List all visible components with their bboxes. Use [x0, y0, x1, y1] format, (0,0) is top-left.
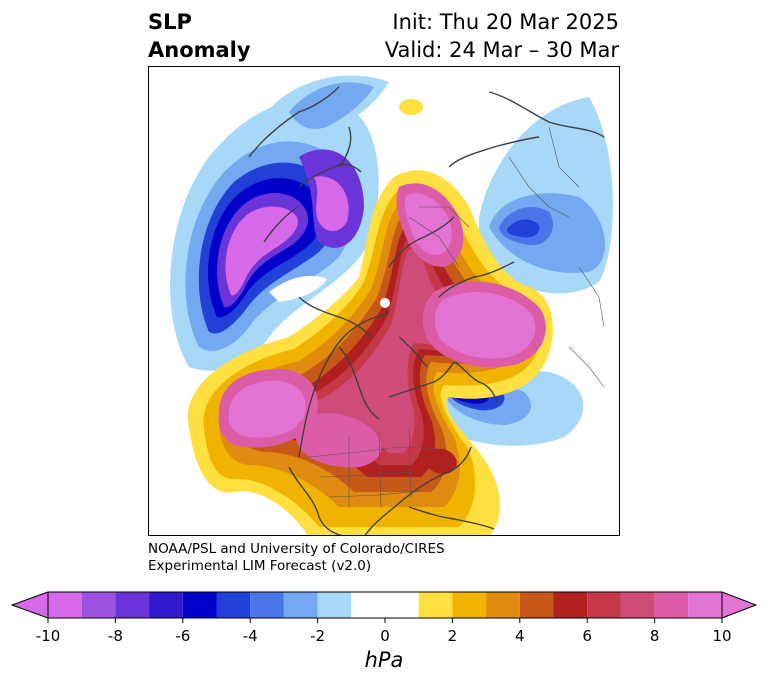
colorbar-segment [250, 592, 284, 618]
colorbar-tick-label: 0 [380, 627, 390, 645]
negative-anomaly-east [479, 97, 613, 294]
colorbar-segment [418, 592, 453, 618]
pole-marker [149, 275, 390, 322]
colorbar-segment [620, 592, 655, 618]
colorbar-segment [654, 592, 689, 618]
colorbar-unit: hPa [364, 648, 404, 672]
colorbar [0, 586, 768, 628]
colorbar-segment [149, 592, 183, 618]
coastlines [248, 86, 605, 535]
colorbar-svg [10, 591, 758, 623]
credit-line-1: NOAA/PSL and University of Colorado/CIRE… [148, 541, 445, 557]
colorbar-segment [553, 592, 588, 618]
positive-anomaly-cores [218, 183, 546, 474]
colorbar-segment [48, 592, 82, 618]
positive-anomaly-small [399, 99, 423, 115]
colorbar-tick-label: -10 [35, 627, 61, 645]
anomaly-map [148, 66, 620, 536]
colorbar-tick-label: 4 [515, 627, 525, 645]
colorbar-segment [81, 592, 116, 618]
colorbar-segment [519, 592, 554, 618]
colorbar-extend-max [721, 591, 758, 619]
colorbar-segment [216, 592, 251, 618]
negative-anomaly-north [259, 75, 389, 142]
colorbar-segment [182, 592, 217, 618]
negative-anomaly-west [170, 99, 379, 371]
colorbar-tick-label: 6 [582, 627, 592, 645]
colorbar-tick-label: 8 [649, 627, 660, 645]
colorbar-segment [486, 592, 520, 618]
colorbar-tick-label: 10 [712, 627, 732, 645]
anomaly-map-svg [149, 75, 613, 535]
forecast-dates: Init: Thu 20 Mar 2025 Valid: 24 Mar – 30… [385, 8, 619, 64]
colorbar-segment [351, 592, 419, 618]
colorbar-tick-label: -6 [175, 627, 191, 645]
political-borders [308, 126, 605, 508]
colorbar-segment [587, 592, 621, 618]
title-line-2: Anomaly [148, 38, 251, 62]
colorbar-segment [115, 592, 150, 618]
valid-range: Valid: 24 Mar – 30 Mar [384, 38, 619, 62]
credit-line-2: Experimental LIM Forecast (v2.0) [148, 558, 372, 574]
colorbar-segment [283, 592, 318, 618]
colorbar-segment [688, 592, 722, 618]
colorbar-extend-min [10, 591, 49, 619]
map-title: SLP Anomaly [148, 8, 251, 64]
colorbar-segment [452, 592, 487, 618]
colorbar-tick-label: 2 [447, 627, 458, 645]
title-line-1: SLP [148, 10, 192, 34]
colorbar-tick-label: -2 [310, 627, 326, 645]
colorbar-tick-label: -4 [242, 627, 258, 645]
credit-text: NOAA/PSL and University of Colorado/CIRE… [148, 541, 445, 575]
colorbar-segment [317, 592, 352, 618]
init-date: Init: Thu 20 Mar 2025 [392, 10, 619, 34]
colorbar-tick-label: -8 [107, 627, 123, 645]
